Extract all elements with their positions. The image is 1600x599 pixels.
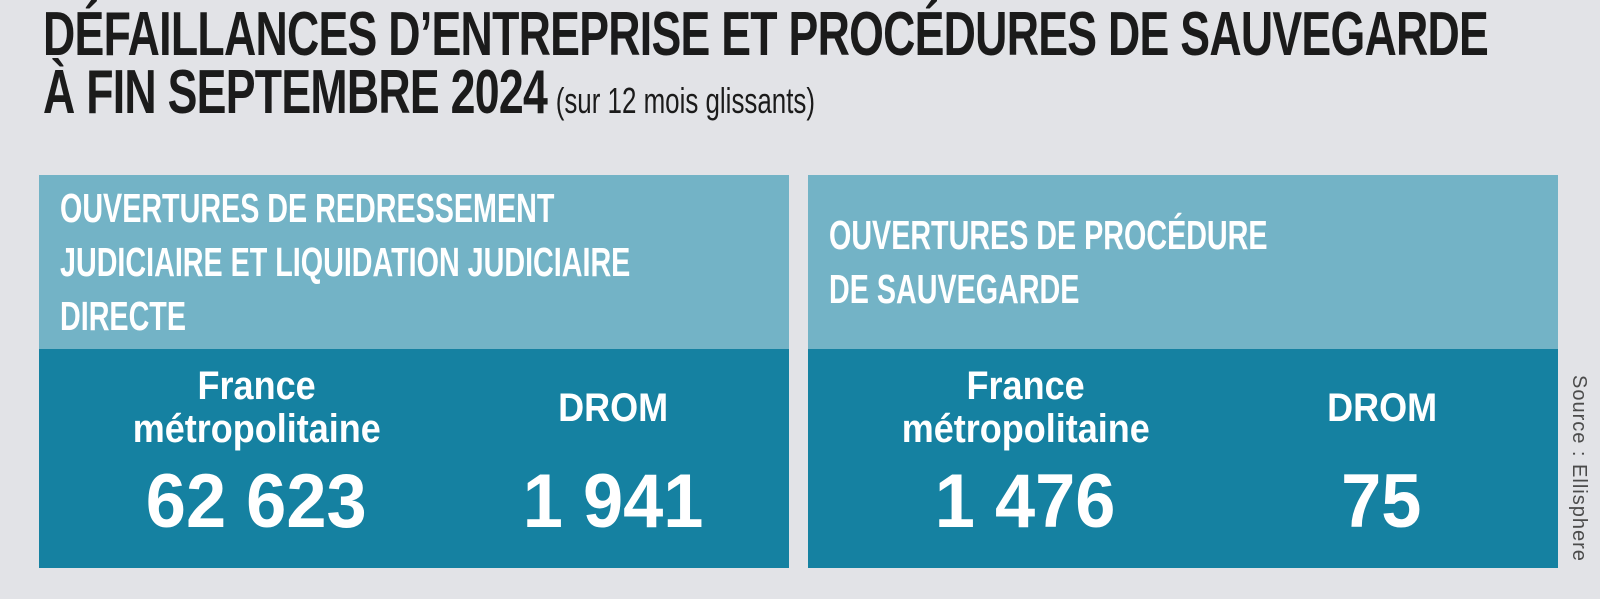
label-line: métropolitaine [901,407,1150,451]
panel-1-col-france-metropolitaine: France métropolitaine 62 623 [39,364,474,568]
panel-2-header-line-1: OUVERTURES DE PROCÉDURE [829,212,1268,258]
label-line: DROM [557,385,668,430]
panel-2-drom-value: 75 [1341,459,1422,544]
title-line-2-note: (sur 12 mois glissants) [555,80,815,121]
panel-1-header-line-1: OUVERTURES DE REDRESSEMENT [60,185,555,231]
panel-1-header: OUVERTURES DE REDRESSEMENT JUDICIAIRE ET… [39,175,789,349]
title-line-1: DÉFAILLANCES D’ENTREPRISE ET PROCÉDURES … [43,0,1489,69]
panel-1-header-line-3: DIRECTE [60,293,186,339]
label-line: métropolitaine [132,407,381,451]
panel-1-france-label: France métropolitaine [119,364,395,452]
panels-row: OUVERTURES DE REDRESSEMENT JUDICIAIRE ET… [39,175,1558,568]
source-credit: Source : Ellisphere [1568,375,1590,562]
panel-2-col-drom: DROM 75 [1243,364,1558,568]
panel-1-header-line-2: JUDICIAIRE ET LIQUIDATION JUDICIAIRE [60,239,631,285]
panel-2-header: OUVERTURES DE PROCÉDURE DE SAUVEGARDE [808,175,1558,349]
panel-2-france-label: France métropolitaine [888,364,1164,452]
label-line: France [197,364,316,408]
panel-redressement-liquidation: OUVERTURES DE REDRESSEMENT JUDICIAIRE ET… [39,175,789,568]
panel-1-drom-label: DROM [552,364,674,452]
panel-2-france-value: 1 476 [935,459,1116,544]
label-line: France [966,364,1085,408]
panel-1-values: France métropolitaine 62 623 DROM 1 941 [39,349,789,568]
label-line: DROM [1326,385,1437,430]
title-line-2: À FIN SEPTEMBRE 2024 (sur 12 mois glissan… [43,62,1488,130]
panel-sauvegarde: OUVERTURES DE PROCÉDURE DE SAUVEGARDE Fr… [808,175,1558,568]
panel-2-values: France métropolitaine 1 476 DROM 75 [808,349,1558,568]
panel-2-col-france-metropolitaine: France métropolitaine 1 476 [808,364,1243,568]
panel-1-france-value: 62 623 [146,459,367,544]
panel-1-col-drom: DROM 1 941 [474,364,789,568]
panel-2-drom-label: DROM [1321,364,1443,452]
panel-1-drom-value: 1 941 [522,459,704,544]
page-title: DÉFAILLANCES D’ENTREPRISE ET PROCÉDURES … [43,0,1600,130]
title-line-2-main: À FIN SEPTEMBRE 2024 [43,58,548,127]
panel-2-header-line-2: DE SAUVEGARDE [829,266,1080,312]
